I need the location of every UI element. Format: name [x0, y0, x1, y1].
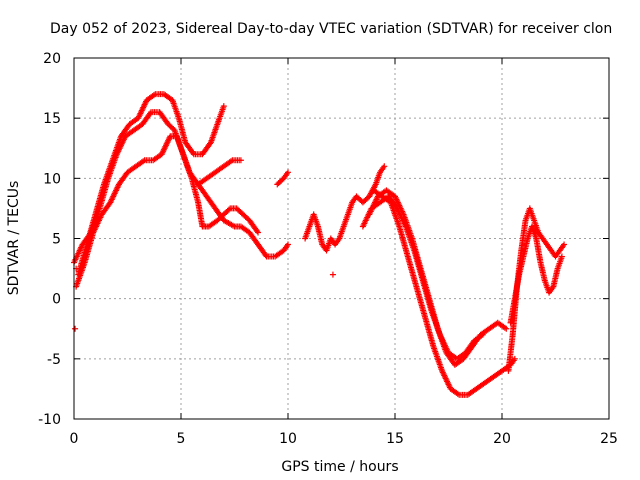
data-point [285, 169, 291, 176]
data-point [220, 103, 227, 110]
chart-title: Day 052 of 2023, Sidereal Day-to-day VTE… [50, 21, 612, 37]
y-tick-label: 0 [52, 292, 61, 308]
data-point [237, 157, 244, 164]
y-axis-label: SDTVAR / TECUs [6, 181, 22, 296]
y-tick-label: 20 [43, 51, 61, 67]
y-tick-label: -5 [47, 352, 61, 368]
data-point [381, 163, 388, 170]
y-tick-label: 10 [43, 171, 61, 187]
x-tick-label: 15 [386, 431, 404, 447]
data-point [511, 355, 518, 362]
track-marker [225, 206, 232, 213]
outlier-point [329, 271, 336, 278]
plot-frame [73, 57, 610, 420]
y-tick-label: 15 [43, 111, 61, 127]
track-marker [147, 110, 154, 117]
track-marker [189, 149, 196, 156]
x-tick-label: 10 [279, 431, 297, 447]
x-tick-label: 25 [600, 431, 618, 447]
data-point [479, 331, 486, 338]
y-tick-label: 5 [52, 232, 61, 248]
x-tick-label: 5 [177, 431, 186, 447]
data-point [558, 253, 565, 260]
data-point [255, 229, 262, 236]
data-point [503, 325, 510, 332]
outlier-point [72, 325, 79, 332]
x-axis-label: GPS time / hours [281, 459, 398, 475]
x-tick-label: 0 [70, 431, 79, 447]
track-marker [262, 252, 269, 259]
grid-lines [74, 58, 609, 419]
data-point [285, 241, 291, 248]
data-point [561, 241, 568, 248]
x-tick-label: 20 [493, 431, 511, 447]
data-points [71, 91, 568, 398]
y-tick-label: -10 [38, 412, 61, 428]
track-marker [254, 228, 261, 235]
